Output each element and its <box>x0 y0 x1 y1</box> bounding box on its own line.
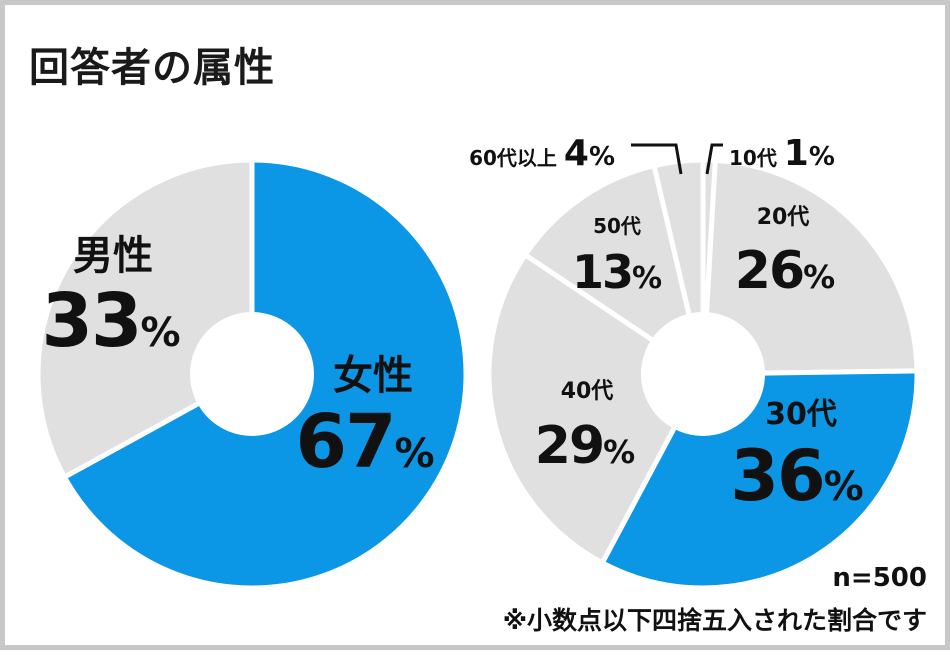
label-40s-name: 40代 <box>561 379 614 404</box>
label-20s-value: 26% <box>735 241 835 301</box>
label-female-name: 女性 <box>333 353 413 399</box>
label-20s-name: 20代 <box>757 205 810 230</box>
label-40s-value: 29% <box>535 416 635 476</box>
donut1-slice-3 <box>486 252 706 566</box>
sample-size: n=500 <box>832 563 927 593</box>
label-50s-value: 13% <box>572 245 662 299</box>
label-male-value: 33% <box>41 278 180 364</box>
donut-chart-gender <box>35 157 469 591</box>
page-title: 回答者の属性 <box>29 45 275 91</box>
rounding-note: ※小数点以下四捨五入された割合です <box>502 606 927 635</box>
donut1-hole <box>641 312 765 436</box>
label-30s-value: 36% <box>730 435 864 517</box>
label-female-value: 67% <box>295 399 434 485</box>
donut1-slice-4 <box>522 163 706 377</box>
leader-line-10s <box>705 143 723 175</box>
label-male-name: 男性 <box>73 233 153 279</box>
label-60s: 60代以上 4% <box>469 133 615 174</box>
label-50s-name: 50代 <box>593 214 641 238</box>
donut1-slice-1 <box>700 157 920 377</box>
donut-chart-age <box>486 157 920 591</box>
donut0-hole <box>190 312 314 436</box>
leader-line-60s <box>631 143 683 175</box>
label-10s: 10代 1% <box>729 133 835 174</box>
label-30s-name: 30代 <box>765 397 837 432</box>
